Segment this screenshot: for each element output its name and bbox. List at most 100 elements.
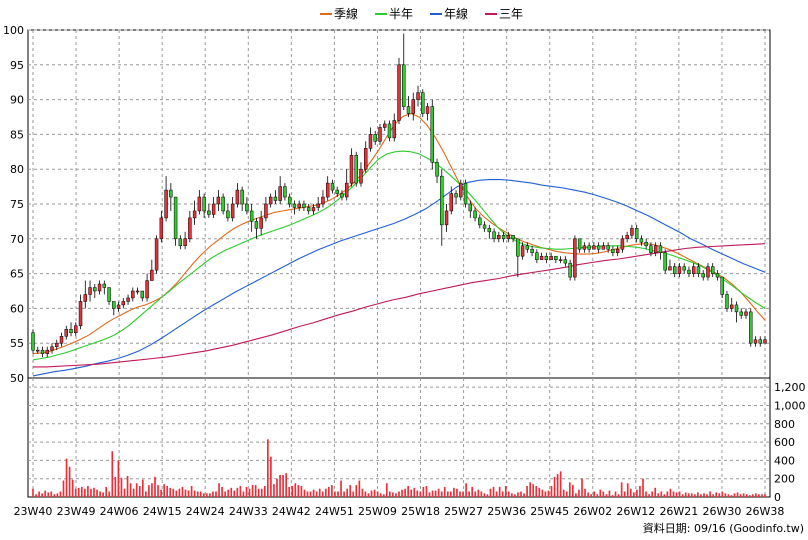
volume-tick-label: 800 — [774, 418, 795, 431]
candle — [634, 224, 639, 243]
candle-body — [264, 203, 268, 219]
candle-body — [36, 349, 40, 352]
candle-body — [425, 106, 430, 114]
volume-bar — [468, 491, 470, 497]
price-tick-label: 100 — [3, 24, 24, 37]
volume-bar — [425, 486, 428, 497]
candle — [501, 231, 506, 243]
volume-bar — [190, 486, 193, 497]
candle-body — [473, 210, 477, 219]
candle — [88, 280, 92, 302]
legend-label: 年線 — [444, 6, 468, 21]
volume-grid — [28, 378, 770, 497]
volume-bar — [633, 492, 635, 497]
candle-body — [321, 196, 325, 205]
volume-bar — [608, 490, 611, 497]
candle — [720, 276, 724, 298]
volume-bar — [239, 486, 242, 497]
candle-body — [278, 186, 282, 201]
volume-bar — [523, 493, 525, 497]
volume-bar — [151, 483, 153, 497]
candle-body — [620, 238, 625, 250]
candle — [221, 193, 225, 215]
candle-body — [468, 203, 473, 212]
volume-bar — [303, 489, 306, 497]
volume-bar — [123, 488, 126, 497]
volume-bar — [645, 491, 647, 497]
volume-bar — [276, 478, 278, 497]
candle — [235, 183, 240, 208]
volume-bar — [209, 493, 211, 497]
volume-bar — [764, 494, 766, 497]
volume-bar — [639, 486, 641, 497]
legend-item: 半年 — [375, 7, 413, 21]
candle-body — [55, 342, 59, 347]
volume-bar — [175, 490, 178, 497]
volume-bar — [206, 493, 208, 497]
candle — [364, 141, 368, 173]
volume-bar — [340, 480, 342, 497]
candle-body — [378, 127, 382, 142]
volume-bar — [291, 486, 294, 497]
volume-bar — [453, 487, 455, 497]
volume-bar — [629, 488, 632, 497]
candle — [64, 325, 68, 340]
price-tick-label: 50 — [10, 372, 24, 385]
volume-bar — [437, 488, 440, 497]
candle-body — [497, 235, 501, 240]
volume-bar — [541, 489, 544, 497]
candle — [577, 238, 582, 253]
candle-body — [696, 266, 701, 274]
candle — [644, 238, 648, 250]
volume-bar — [47, 492, 50, 497]
candle — [373, 130, 377, 145]
candle — [197, 190, 202, 215]
candle-body — [83, 294, 88, 302]
volume-bar — [221, 486, 223, 497]
candle-body — [634, 228, 639, 240]
volume-bar — [178, 488, 181, 497]
x-tick-label: 24W15 — [143, 505, 182, 518]
candle-body — [64, 329, 68, 337]
volume-bar — [392, 492, 394, 497]
candle — [83, 280, 88, 309]
volume-bar — [565, 491, 568, 497]
volume-bar — [163, 484, 165, 497]
candle — [45, 346, 49, 358]
candle — [468, 200, 473, 218]
volume-panel: 0 200 400 600 800 1,000 1,200 — [27, 377, 806, 504]
candle-body — [31, 332, 35, 351]
candle-body — [349, 155, 354, 184]
volume-bar — [282, 475, 284, 497]
ma-line-年線 — [32, 179, 766, 377]
volume-bar — [703, 493, 705, 497]
volume-bar — [263, 486, 266, 497]
volume-bar — [361, 488, 364, 497]
candle-body — [753, 339, 758, 344]
candle-body — [525, 245, 530, 250]
volume-bar — [324, 488, 327, 497]
volume-bar — [675, 492, 678, 497]
candle-body — [406, 106, 411, 114]
candle — [701, 270, 705, 281]
x-tick-label: 25W18 — [401, 505, 440, 518]
candle — [392, 113, 396, 142]
volume-bar — [309, 491, 312, 497]
candle — [739, 308, 743, 319]
candle — [178, 235, 183, 250]
candle-body — [169, 189, 173, 198]
candle-body — [368, 134, 373, 149]
volume-bar — [416, 490, 419, 497]
candle-body — [273, 196, 278, 201]
x-tick-label: 23W40 — [14, 505, 53, 518]
volume-bar — [212, 491, 214, 497]
legend-item: 季線 — [320, 6, 358, 21]
volume-bar — [297, 485, 300, 497]
candle — [169, 183, 173, 211]
volume-bar — [279, 475, 281, 497]
volume-bar — [584, 488, 586, 497]
candle — [31, 329, 35, 354]
candle — [663, 249, 667, 274]
legend-label: 半年 — [389, 7, 413, 21]
candle — [482, 221, 487, 232]
